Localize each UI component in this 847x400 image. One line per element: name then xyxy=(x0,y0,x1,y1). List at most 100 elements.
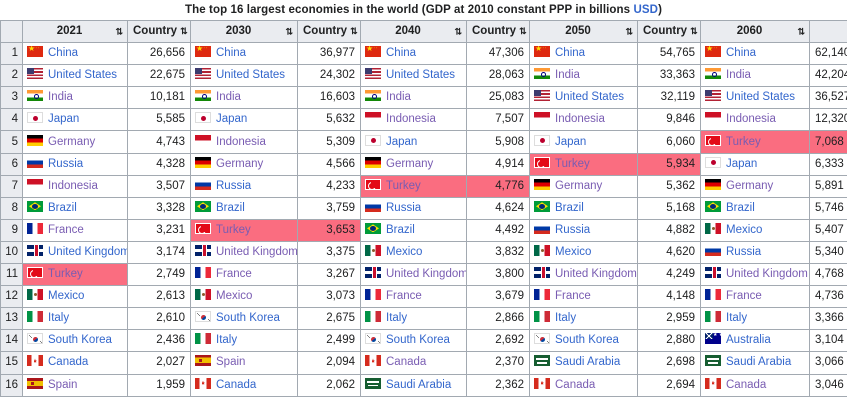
country-link[interactable]: United Kingdom xyxy=(48,245,128,258)
country-link[interactable]: Indonesia xyxy=(726,113,776,126)
country-link[interactable]: Mexico xyxy=(48,290,85,303)
country-link[interactable]: Brazil xyxy=(216,201,245,214)
sort-arrows-icon[interactable]: ⇅ xyxy=(180,25,188,36)
country-link[interactable]: United States xyxy=(555,91,625,104)
country-link[interactable]: Germany xyxy=(216,157,264,170)
country-link[interactable]: Indonesia xyxy=(216,135,266,148)
country-link[interactable]: Brazil xyxy=(386,223,415,236)
country-link[interactable]: Spain xyxy=(216,356,246,369)
country-link[interactable]: United Kingdom xyxy=(216,245,298,258)
sort-arrows-icon[interactable]: ⇅ xyxy=(690,25,698,36)
column-header-year-2021[interactable]: 2021 ⇅ xyxy=(22,19,128,44)
country-link[interactable]: Brazil xyxy=(726,201,755,214)
country-link[interactable]: Canada xyxy=(726,378,767,391)
country-link[interactable]: Germany xyxy=(555,179,603,192)
country-link[interactable]: Turkey xyxy=(555,157,590,170)
country-link[interactable]: Indonesia xyxy=(555,113,605,126)
country-link[interactable]: France xyxy=(555,290,591,303)
country-link[interactable]: United Kingdom xyxy=(555,268,637,281)
country-link[interactable]: Russia xyxy=(555,223,591,236)
country-link[interactable]: Turkey xyxy=(216,223,251,236)
sort-arrows-icon[interactable]: ⇅ xyxy=(454,26,462,37)
country-link[interactable]: South Korea xyxy=(386,334,450,347)
country-link[interactable]: Saudi Arabia xyxy=(555,356,621,369)
column-header-year-2050[interactable]: 2050 ⇅ xyxy=(529,19,638,44)
column-header-country-2030[interactable]: Country ⇅ xyxy=(127,19,191,44)
country-link[interactable]: India xyxy=(726,69,751,82)
country-link[interactable]: India xyxy=(216,91,241,104)
column-header-year-2060[interactable]: 2060 ⇅ xyxy=(700,19,810,44)
country-link[interactable]: Germany xyxy=(726,179,774,192)
country-link[interactable]: South Korea xyxy=(555,334,619,347)
country-link[interactable]: India xyxy=(48,91,73,104)
country-link[interactable]: United States xyxy=(386,69,456,82)
sort-arrows-icon[interactable]: ⇅ xyxy=(285,26,293,37)
country-link[interactable]: Indonesia xyxy=(386,113,436,126)
country-link[interactable]: India xyxy=(386,91,411,104)
country-link[interactable]: France xyxy=(386,290,422,303)
country-link[interactable]: United Kingdom xyxy=(386,268,467,281)
country-link[interactable]: Canada xyxy=(216,378,257,391)
country-link[interactable]: South Korea xyxy=(216,312,280,325)
country-link[interactable]: Japan xyxy=(726,157,758,170)
country-link[interactable]: Indonesia xyxy=(48,179,98,192)
country-link[interactable]: Russia xyxy=(48,157,84,170)
country-link[interactable]: India xyxy=(555,69,580,82)
country-link[interactable]: Mexico xyxy=(555,245,592,258)
country-link[interactable]: Japan xyxy=(48,113,80,126)
country-link[interactable]: Mexico xyxy=(386,245,423,258)
country-link[interactable]: Saudi Arabia xyxy=(386,378,452,391)
country-link[interactable]: United States xyxy=(216,69,286,82)
country-link[interactable]: China xyxy=(555,47,586,60)
country-link[interactable]: Spain xyxy=(48,378,78,391)
country-link[interactable]: China xyxy=(216,47,247,60)
country-link[interactable]: China xyxy=(386,47,417,60)
country-link[interactable]: United Kingdom xyxy=(726,268,808,281)
country-link[interactable]: Brazil xyxy=(555,201,584,214)
sort-arrows-icon[interactable]: ⇅ xyxy=(625,26,633,37)
country-link[interactable]: South Korea xyxy=(48,334,112,347)
country-link[interactable]: Canada xyxy=(555,378,596,391)
country-link[interactable]: Australia xyxy=(726,334,771,347)
country-link[interactable]: Japan xyxy=(555,135,587,148)
country-link[interactable]: Italy xyxy=(386,312,408,325)
column-header-year-2030[interactable]: 2030 ⇅ xyxy=(190,19,298,44)
country-link[interactable]: France xyxy=(726,290,762,303)
column-header-country-2050[interactable]: Country ⇅ xyxy=(466,19,530,44)
country-link[interactable]: Italy xyxy=(726,312,748,325)
country-link[interactable]: United States xyxy=(726,91,796,104)
row-rank: 12 xyxy=(0,285,23,309)
country-link[interactable]: Russia xyxy=(726,245,762,258)
country-link[interactable]: United States xyxy=(48,69,118,82)
country-link[interactable]: Turkey xyxy=(386,179,421,192)
country-link[interactable]: Japan xyxy=(386,135,418,148)
country-link[interactable]: Italy xyxy=(216,334,238,347)
country-link[interactable]: Mexico xyxy=(726,223,763,236)
sort-arrows-icon[interactable]: ⇅ xyxy=(519,25,527,36)
country-link[interactable]: France xyxy=(48,223,84,236)
country-link[interactable]: Turkey xyxy=(726,135,761,148)
country-link[interactable]: France xyxy=(216,268,252,281)
country-link[interactable]: Saudi Arabia xyxy=(726,356,792,369)
country-link[interactable]: Italy xyxy=(555,312,577,325)
column-header-year-2040[interactable]: 2040 ⇅ xyxy=(360,19,467,44)
country-link[interactable]: Germany xyxy=(48,135,96,148)
usd-link[interactable]: USD xyxy=(633,4,659,16)
country-link[interactable]: China xyxy=(726,47,757,60)
country-link[interactable]: Mexico xyxy=(216,290,253,303)
column-header-country-2060[interactable]: Country ⇅ xyxy=(637,19,701,44)
sort-arrows-icon[interactable]: ⇅ xyxy=(350,25,358,36)
sort-arrows-icon[interactable]: ⇅ xyxy=(797,26,805,37)
country-link[interactable]: Turkey xyxy=(48,268,83,281)
country-link[interactable]: Germany xyxy=(386,157,434,170)
column-header-country-2040[interactable]: Country ⇅ xyxy=(297,19,361,44)
country-link[interactable]: Canada xyxy=(386,356,427,369)
country-link[interactable]: Italy xyxy=(48,312,70,325)
sort-arrows-icon[interactable]: ⇅ xyxy=(115,26,123,37)
country-link[interactable]: Brazil xyxy=(48,201,77,214)
country-link[interactable]: Canada xyxy=(48,356,89,369)
country-link[interactable]: Russia xyxy=(386,201,422,214)
country-link[interactable]: Russia xyxy=(216,179,252,192)
country-link[interactable]: Japan xyxy=(216,113,248,126)
country-link[interactable]: China xyxy=(48,47,79,60)
